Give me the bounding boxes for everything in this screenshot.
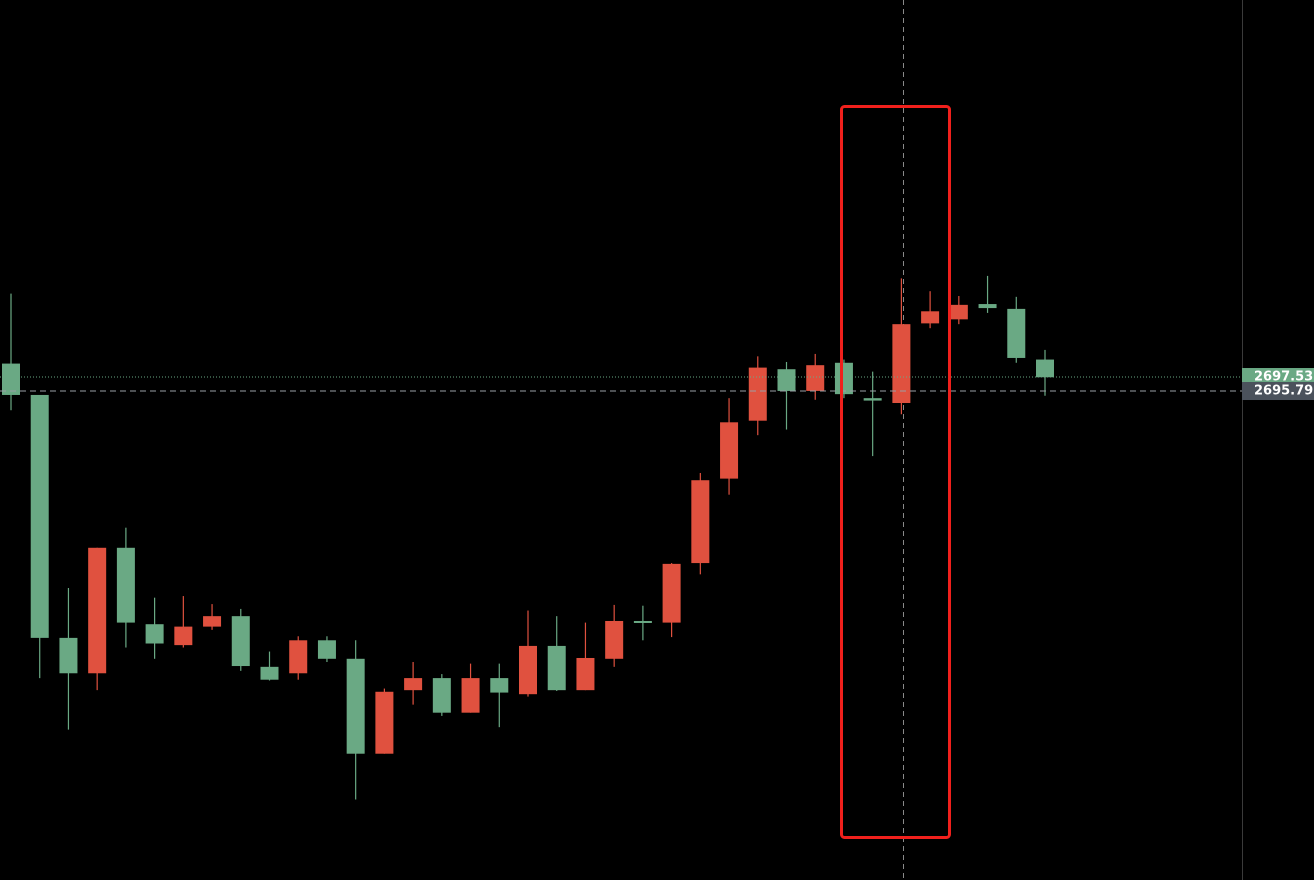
candle-body [145, 624, 164, 644]
candle-body [30, 394, 49, 638]
candle-body [375, 691, 394, 754]
last-price-label-bg [1242, 368, 1314, 387]
candle-body [806, 365, 825, 391]
candle-body [633, 620, 652, 623]
crosshair-label: 2695.79 [1254, 384, 1313, 399]
candle-body [720, 422, 739, 479]
candle-body [547, 645, 566, 691]
candle-body [174, 626, 193, 646]
candle-body [231, 616, 250, 667]
last-price-label: 2697.53 [1254, 370, 1313, 385]
candle-body [432, 678, 451, 713]
candle-body [605, 620, 624, 659]
candle-body [1036, 359, 1054, 378]
candle-body [317, 640, 336, 659]
candle-body [490, 678, 509, 693]
candle-body [978, 304, 997, 309]
candle-body [116, 547, 135, 623]
candle-body [461, 678, 480, 713]
crosshair-label-bg [1242, 382, 1314, 401]
highlight-box [840, 105, 951, 839]
candle-body [921, 311, 940, 324]
candle-body [346, 658, 365, 754]
candle-body [519, 645, 537, 695]
candle-body [404, 678, 423, 691]
candle-body [88, 547, 107, 674]
candle-body [863, 398, 882, 401]
candle-body [59, 637, 78, 674]
candle-body [834, 362, 853, 395]
candle-body [260, 666, 279, 680]
candle-body [748, 367, 767, 421]
candle-body [662, 563, 681, 623]
candle-body [892, 324, 911, 403]
candle-body [691, 480, 710, 564]
candle-body [949, 304, 968, 320]
candle-body [576, 657, 595, 691]
candle-body [2, 363, 20, 395]
candle-body [203, 616, 222, 627]
candle-body [1007, 308, 1026, 358]
candle-body [289, 640, 308, 674]
candle-body [777, 369, 796, 391]
